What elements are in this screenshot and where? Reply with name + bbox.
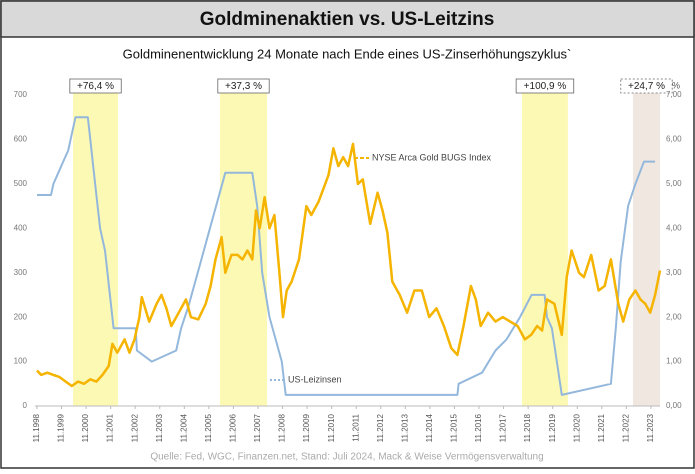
x-tick-label: 11.2008: [278, 413, 287, 442]
legend-label: US-Leizinsen: [288, 374, 342, 384]
x-tick-label: 11.2012: [376, 413, 385, 442]
band-label: +37,3 %: [225, 81, 262, 92]
y2-unit: %: [672, 80, 680, 90]
y2-tick-label: 7,00: [666, 90, 682, 99]
x-tick-label: 11.2006: [229, 413, 238, 442]
y-tick-label: 400: [14, 223, 28, 232]
y2-tick-label: 2,00: [666, 312, 682, 321]
band-label: +76,4 %: [77, 81, 114, 92]
band-label-box: [515, 78, 575, 94]
x-tick-label: 11.2011: [351, 413, 360, 441]
y-tick-label: 100: [14, 357, 28, 366]
x-tick-label: 11.2013: [400, 413, 409, 442]
band-label: +100,9 %: [524, 81, 567, 92]
x-tick-label: 11.1998: [32, 413, 41, 442]
y2-tick-label: 3,00: [666, 268, 682, 277]
y2-tick-label: 6,00: [666, 135, 682, 144]
x-tick-label: 11.2016: [474, 413, 483, 442]
legend-label: NYSE Arca Gold BUGS Index: [372, 152, 492, 162]
x-tick-label: 11.2021: [597, 413, 606, 442]
band-label-box: [217, 78, 270, 94]
highlight-band: [521, 90, 568, 406]
y-tick-label: 600: [14, 135, 28, 144]
y-tick-label: 300: [14, 268, 28, 277]
header: [0, 0, 695, 38]
y-tick-label: 0: [23, 401, 28, 410]
band-label: +24,7 %: [628, 81, 665, 92]
x-tick-label: 11.2017: [499, 413, 508, 442]
y2-tick-label: 5,00: [666, 179, 682, 188]
x-tick-label: 11.2018: [523, 413, 532, 442]
chart-title: Goldminenaktien vs. US-Leitzins: [200, 9, 495, 30]
chart-subtitle: Goldminenentwicklung 24 Monate nach Ende…: [123, 46, 572, 61]
y-tick-label: 500: [14, 179, 28, 188]
x-tick-label: 11.2020: [572, 413, 581, 442]
x-tick-label: 11.2001: [106, 413, 115, 442]
x-tick-label: 11.2010: [327, 413, 336, 442]
series-line: [36, 142, 662, 388]
x-tick-label: 11.2003: [155, 413, 164, 442]
x-tick-label: 11.2009: [302, 413, 311, 442]
x-tick-label: 11.1999: [57, 413, 66, 442]
x-tick-label: 11.2022: [621, 413, 630, 442]
x-tick-label: 11.2014: [425, 413, 434, 442]
x-tick-label: 11.2023: [646, 413, 655, 442]
y2-tick-label: 0,00: [666, 401, 682, 410]
x-tick-label: 11.2005: [204, 413, 213, 442]
x-tick-label: 11.2019: [548, 413, 557, 442]
x-tick-label: 11.2002: [130, 413, 139, 442]
highlight-band: [73, 90, 119, 406]
x-tick-label: 11.2000: [81, 413, 90, 442]
y-tick-label: 200: [14, 312, 28, 321]
y-tick-label: 700: [14, 90, 28, 99]
x-tick-label: 11.2015: [450, 413, 459, 442]
y2-tick-label: 1,00: [666, 357, 682, 366]
band-label-box: [69, 78, 122, 94]
x-tick-label: 11.2007: [253, 413, 262, 442]
y2-tick-label: 4,00: [666, 223, 682, 232]
series-line: [37, 116, 656, 396]
highlight-band: [219, 90, 268, 406]
source: Quelle: Fed, WGC, Finanzen.net, Stand: J…: [150, 452, 543, 463]
band-label-box: [620, 78, 673, 94]
x-tick-label: 11.2004: [179, 413, 188, 442]
highlight-band: [632, 90, 660, 406]
